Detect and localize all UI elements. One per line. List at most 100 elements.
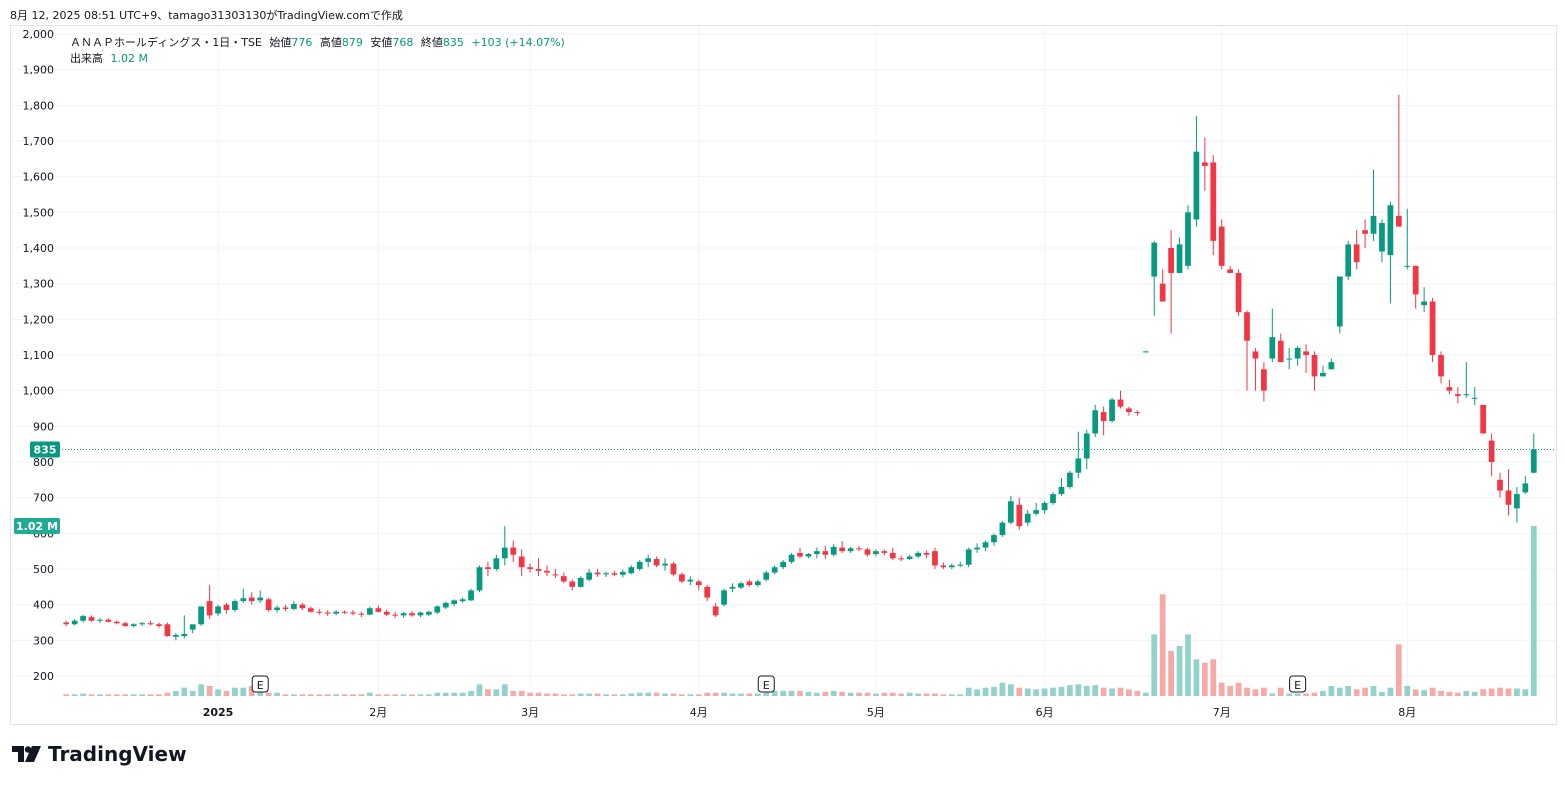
earnings-marker[interactable] xyxy=(251,675,269,693)
volume-bar xyxy=(830,691,837,696)
volume-bar xyxy=(780,691,786,696)
candle-body xyxy=(122,623,129,627)
candle-body xyxy=(501,547,508,559)
volume-bar xyxy=(1252,689,1259,696)
volume-bar xyxy=(1159,594,1166,696)
volume-bar xyxy=(215,689,221,696)
candle-body xyxy=(299,604,306,609)
volume-bar xyxy=(577,693,584,696)
earnings-marker-label: E xyxy=(257,679,264,692)
volume-bar xyxy=(1176,646,1183,696)
volume-bar xyxy=(569,694,576,696)
volume-bar xyxy=(1033,689,1040,696)
volume-bar xyxy=(1480,689,1487,696)
candle-body xyxy=(1016,504,1023,527)
volume-bar xyxy=(485,689,491,696)
volume-bar xyxy=(232,687,238,696)
candle-body xyxy=(1244,312,1250,341)
candle-body xyxy=(518,556,525,568)
candle-body xyxy=(814,551,820,555)
candle-body xyxy=(316,611,323,613)
candle-body xyxy=(1286,358,1293,360)
earnings-marker-label: E xyxy=(1294,679,1301,692)
candle-body xyxy=(1117,399,1124,407)
volume-bar xyxy=(856,692,862,696)
candle-body xyxy=(1522,483,1529,493)
x-tick-label: 5月 xyxy=(867,706,885,719)
volume-bar xyxy=(712,692,719,696)
candle-body xyxy=(375,608,382,612)
volume-bar xyxy=(1168,651,1174,696)
volume-bar xyxy=(679,694,685,696)
candle-body xyxy=(88,617,95,621)
candle-body xyxy=(1083,433,1090,459)
earnings-marker[interactable] xyxy=(1289,675,1307,693)
candle-body xyxy=(636,561,643,569)
x-tick-label: 7月 xyxy=(1213,706,1231,719)
candle-body xyxy=(1488,440,1495,462)
volume-bar xyxy=(797,691,803,696)
volume-bar xyxy=(324,694,331,696)
candle-body xyxy=(535,569,542,571)
candle-body xyxy=(1353,244,1360,263)
candle-body xyxy=(957,564,964,566)
volume-bar xyxy=(1471,691,1478,696)
snapshot-header: 8月 12, 2025 08:51 UTC+9、tamago31303130がT… xyxy=(10,9,403,22)
x-tick-label: 6月 xyxy=(1036,706,1054,719)
volume-label: 出来高 xyxy=(70,52,103,65)
volume-bar xyxy=(653,692,660,696)
volume-bar xyxy=(139,694,145,696)
candle-body xyxy=(1092,410,1099,434)
y-tick-label: 500 xyxy=(33,563,54,576)
candle-body xyxy=(383,611,390,615)
candle-body xyxy=(189,624,196,630)
volume-bar xyxy=(358,694,365,696)
candle-body xyxy=(1041,503,1048,511)
volume-bar xyxy=(729,693,736,696)
volume-bar xyxy=(291,694,297,696)
candle-body xyxy=(569,581,576,587)
candle-body xyxy=(1151,242,1158,277)
close-value: 835 xyxy=(442,36,464,49)
candle-body xyxy=(493,558,500,569)
volume-bar xyxy=(501,684,508,696)
y-tick-label: 800 xyxy=(33,456,54,469)
volume-bar xyxy=(544,693,550,696)
volume-bar xyxy=(620,694,626,696)
volume-bar xyxy=(738,693,744,696)
volume-bar xyxy=(1269,693,1276,696)
open-label: 始値 xyxy=(269,36,292,49)
volume-bar xyxy=(1387,687,1394,696)
candle-body xyxy=(417,612,424,616)
candle-body xyxy=(889,552,896,559)
candle-body xyxy=(965,549,972,565)
volume-bar xyxy=(527,692,533,696)
candle-body xyxy=(1050,494,1056,504)
volume-bar xyxy=(426,694,432,696)
volume-bar xyxy=(63,694,70,696)
volume-bar xyxy=(1218,682,1225,696)
candle-body xyxy=(771,567,778,573)
candle-body xyxy=(721,590,727,605)
candle-body xyxy=(982,542,989,548)
candle-body xyxy=(679,574,685,582)
earnings-marker[interactable] xyxy=(757,675,775,693)
volume-bar xyxy=(1227,686,1234,696)
candle-body xyxy=(215,606,221,614)
volume-bar xyxy=(1210,659,1217,696)
volume-bar xyxy=(881,692,888,696)
tradingview-logo[interactable]: TradingView xyxy=(12,742,187,766)
volume-bar xyxy=(965,687,972,696)
volume-bar xyxy=(1345,686,1352,696)
volume-bar xyxy=(662,693,668,696)
candle-body xyxy=(1471,397,1478,399)
candle-body xyxy=(1480,404,1487,434)
candle-body xyxy=(1024,513,1031,523)
candle-body xyxy=(847,548,854,552)
candle-body xyxy=(1530,449,1537,473)
candle-body xyxy=(181,633,188,637)
candle-body xyxy=(1185,212,1191,266)
volume-bar xyxy=(746,693,753,696)
candle-body xyxy=(164,624,171,637)
